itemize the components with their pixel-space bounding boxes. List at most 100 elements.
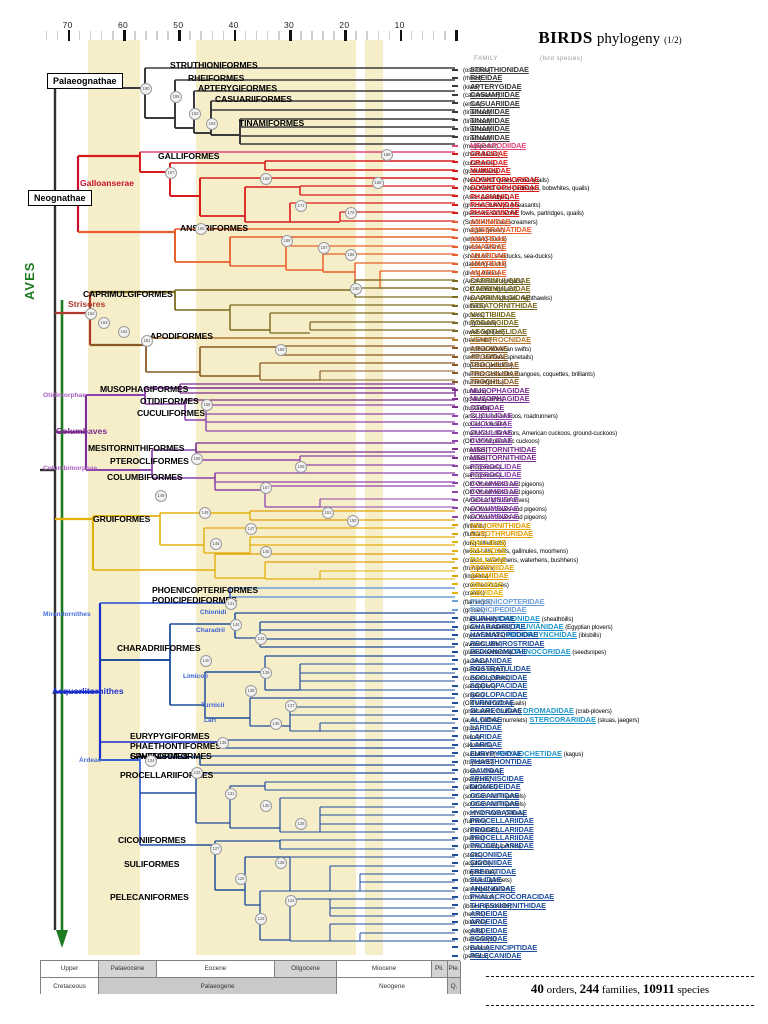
family-name: SAROTHRURIDAE [470, 529, 533, 539]
tree-node[interactable]: 133 [191, 767, 203, 779]
family-marker-icon [452, 313, 458, 316]
family-entry: PODICIPEDIDAE (grebes) [461, 605, 527, 616]
axis-tick-label: 40 [228, 20, 239, 30]
tree-node[interactable]: 136 [270, 718, 282, 730]
family-common-names: (whistling-ducks) [463, 235, 507, 243]
tree-node[interactable]: 188 [281, 235, 293, 247]
tree-node[interactable]: 126 [275, 857, 287, 869]
tree-node[interactable]: 140 [200, 655, 212, 667]
family-entry: NYCTIBIIDAE (potoos) [461, 310, 516, 321]
tree-node[interactable]: 192 [189, 108, 201, 120]
tree-node[interactable]: 169 [260, 173, 272, 185]
tree-node[interactable]: 193 [206, 118, 218, 130]
family-marker-icon [452, 769, 458, 772]
tree-node[interactable]: 158 [201, 399, 213, 411]
family-common-names: (tropicbirds) [463, 759, 494, 767]
tree-node[interactable]: 150 [347, 515, 359, 527]
family-entry: RALLIDAE (crakes, swamphens, waterhens, … [461, 555, 578, 566]
family-name: MEGAPODIIDAE [470, 140, 527, 150]
tree-node[interactable]: 159 [275, 344, 287, 356]
family-entry: THRESKIORNITHIDAE (ibises, spoonbills) [461, 901, 546, 912]
tree-node[interactable]: 128 [295, 818, 307, 830]
tree-node[interactable]: 130 [260, 800, 272, 812]
tree-node[interactable]: 131 [225, 788, 237, 800]
family-common-names: (wood-rails, coots, gallinules, moorhens… [463, 548, 568, 556]
axis-tick-minor [156, 31, 158, 40]
tree-node[interactable]: 156 [191, 453, 203, 465]
family-name: ANATIDAE [470, 250, 507, 260]
tree-node[interactable]: 168 [381, 149, 393, 161]
axis-tick-minor [255, 31, 258, 40]
tree-node[interactable]: 164 [85, 308, 97, 320]
tree-node[interactable]: 166 [372, 177, 384, 189]
order-label: SULIFORMES [124, 859, 180, 869]
family-common-names: (Asian partridges) [463, 193, 510, 201]
tree-node[interactable]: 160 [350, 283, 362, 295]
family-entry: MESITORNITHIDAE (mesites) [461, 445, 536, 456]
family-common-names: (New World nightjars, nighthawks) [463, 294, 553, 302]
family-name: RALLIDAE [470, 546, 507, 556]
tree-node[interactable]: 134 [145, 755, 157, 767]
tree-node[interactable]: 143 [255, 633, 267, 645]
family-name: PSOPHIIDAE [470, 562, 515, 572]
family-entry: PEDIONOMIDAE (plains-wanderers) THINOCOR… [461, 647, 606, 658]
family-name: FREGATIDAE [470, 866, 516, 876]
family-name: COLUMBIDAE [470, 495, 519, 505]
tree-node[interactable]: 171 [295, 200, 307, 212]
family-marker-icon [452, 600, 458, 603]
tree-node[interactable]: 165 [195, 223, 207, 235]
family-name: PHASIANIDAE [470, 200, 520, 210]
order-label: ANSERIFORMES [180, 223, 249, 233]
tree-node[interactable]: 195 [170, 91, 182, 103]
tree-node[interactable]: 139 [260, 667, 272, 679]
tree-node[interactable]: 187 [318, 242, 330, 254]
family-name: ANATIDAE [470, 233, 507, 243]
order-label: MESITORNITHIFORMES [88, 443, 185, 453]
tree-node[interactable]: 145 [260, 546, 272, 558]
tree-node[interactable]: 163 [98, 317, 110, 329]
clade-label: Palaeognathae [47, 73, 123, 89]
family-name: LARIDAE [470, 723, 502, 733]
family-common-names: (egrets) [463, 927, 484, 935]
family-common-names-secondary: (kagus) [562, 750, 584, 758]
family-name: PROCELLARIIDAE [470, 833, 534, 843]
family-marker-icon [452, 85, 458, 88]
family-entry: MUSOPHAGIDAE (turacos) [461, 386, 530, 397]
tree-node[interactable]: 148 [199, 507, 211, 519]
tree-node[interactable]: 190 [140, 83, 152, 95]
tree-node[interactable]: 155 [295, 461, 307, 473]
tree-node[interactable]: 151 [322, 507, 334, 519]
tree-node[interactable]: 167 [165, 167, 177, 179]
family-entry: CUCULIDAE (Old World parasitic cuckoos) [461, 436, 540, 447]
tree-node[interactable]: 170 [345, 207, 357, 219]
family-common-names: (sandgrouses) [463, 472, 501, 480]
tree-node[interactable]: 186 [345, 249, 357, 261]
tree-node[interactable]: 162 [118, 326, 130, 338]
axis-tick-major [123, 30, 126, 41]
axis-tick-major [399, 30, 403, 41]
tree-node[interactable]: 137 [285, 700, 297, 712]
tree-node[interactable]: 138 [245, 685, 257, 697]
tree-node[interactable]: 125 [235, 873, 247, 885]
tree-node[interactable]: 135 [217, 737, 229, 749]
tree-node[interactable]: 157 [260, 482, 272, 494]
tree-node[interactable]: 141 [225, 598, 237, 610]
title-sub: phylogeny [596, 31, 661, 47]
tree-node[interactable]: 123 [255, 913, 267, 925]
tree-node[interactable]: 149 [155, 490, 167, 502]
order-label: PODICIPEDIFORMES [152, 595, 237, 605]
tree-node[interactable]: 144 [230, 619, 242, 631]
tree-node[interactable]: 127 [210, 843, 222, 855]
tree-node[interactable]: 147 [245, 523, 257, 535]
clade-label: Limicoli [183, 673, 208, 680]
tree-node[interactable]: 146 [210, 538, 222, 550]
family-entry: SCOLOPACIDAE (sandpipers) [461, 681, 527, 692]
tree-node[interactable]: 124 [285, 895, 297, 907]
tree-node[interactable]: 161 [141, 335, 153, 347]
family-common-names: (fulmars) [463, 818, 487, 826]
family-marker-icon [452, 845, 458, 848]
family-marker-icon [452, 853, 458, 856]
family-name: APODIDAE [470, 351, 508, 361]
family-entry: EURYPYGIDAE (sunbitterns) RHYNOCHETIDAE … [461, 749, 583, 760]
